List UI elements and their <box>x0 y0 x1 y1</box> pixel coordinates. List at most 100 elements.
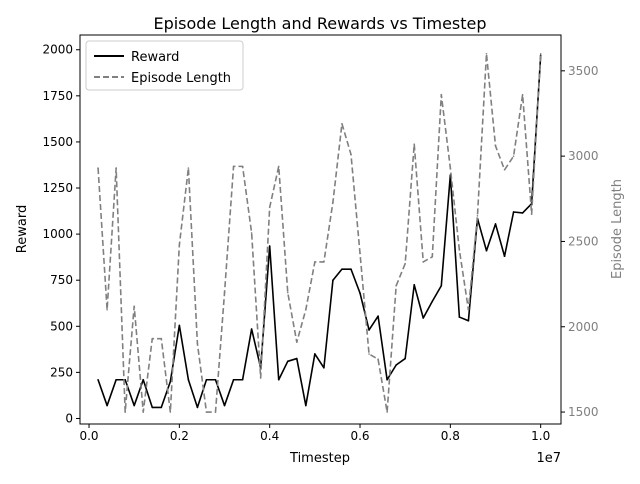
legend-label-episode-length: Episode Length <box>131 71 231 86</box>
data-point-reward <box>494 223 497 225</box>
data-point-reward <box>314 353 316 355</box>
data-point-episode-length <box>277 165 280 168</box>
data-point-reward <box>368 329 370 331</box>
data-point-reward <box>268 245 271 247</box>
data-point-reward <box>485 249 488 252</box>
data-point-episode-length <box>485 52 488 55</box>
data-point-episode-length <box>187 167 190 169</box>
y-left-tick-label: 750 <box>50 273 73 287</box>
data-point-episode-length <box>377 358 379 360</box>
data-point-episode-length <box>512 155 515 157</box>
x-tick-label: 0.8 <box>441 429 460 443</box>
data-point-episode-length <box>467 308 470 311</box>
data-point-episode-length <box>295 341 298 343</box>
data-point-episode-length <box>359 252 361 255</box>
data-point-episode-length <box>521 93 524 96</box>
y-axis-right-label: Episode Length <box>610 179 625 279</box>
x-axis-label: Timestep <box>289 451 350 466</box>
data-point-episode-length <box>151 337 154 340</box>
data-point-episode-length <box>268 206 271 209</box>
data-point-episode-length <box>250 232 253 234</box>
y-right-tick-label: 2000 <box>568 320 599 334</box>
data-point-episode-length <box>169 411 172 413</box>
x-tick-label: 0.4 <box>260 429 279 443</box>
y-right-tick-label: 3500 <box>568 64 599 78</box>
data-point-reward <box>160 406 163 409</box>
legend: Reward Episode Length <box>85 40 244 91</box>
data-point-episode-length <box>124 411 126 413</box>
y-right-tick-label: 2500 <box>568 234 599 248</box>
y-left-tick-label: 1500 <box>42 135 73 149</box>
data-point-reward <box>142 378 145 381</box>
plot-frame <box>79 34 562 425</box>
data-point-episode-length <box>205 411 208 413</box>
data-point-reward <box>422 317 425 319</box>
x-tick-label: 0.6 <box>350 429 369 443</box>
data-point-episode-length <box>422 261 425 263</box>
data-point-episode-length <box>305 308 307 311</box>
y-left-tick-label: 2000 <box>42 43 73 57</box>
data-point-reward <box>106 404 108 407</box>
y-left-tick-label: 0 <box>65 411 73 425</box>
data-point-reward <box>350 268 352 270</box>
data-point-episode-length <box>332 201 334 203</box>
data-point-episode-length <box>449 167 452 169</box>
y-right-tick-label: 1500 <box>568 405 599 419</box>
data-point-reward <box>386 378 388 381</box>
data-point-episode-length <box>404 262 406 265</box>
data-point-reward <box>431 300 434 303</box>
data-point-reward <box>250 328 253 330</box>
data-point-reward <box>305 404 307 407</box>
data-point-reward <box>232 378 235 381</box>
data-point-reward <box>323 366 325 369</box>
data-point-reward <box>115 378 117 381</box>
data-point-reward <box>277 378 280 381</box>
data-point-reward <box>467 319 470 322</box>
data-point-episode-length <box>97 167 99 169</box>
data-point-episode-length <box>476 215 479 217</box>
x-axis-offset-label: 1e7 <box>536 451 561 466</box>
chart-title: Episode Length and Rewards vs Timestep <box>153 14 486 33</box>
data-point-reward <box>395 364 397 366</box>
y-left-tick-label: 250 <box>50 365 73 379</box>
data-point-episode-length <box>223 291 226 294</box>
data-point-reward <box>503 255 506 258</box>
y-axis-left-label: Reward <box>15 205 30 253</box>
data-point-reward <box>97 378 99 381</box>
plot-area <box>97 52 542 413</box>
y-axis-left: 0 250 500 750 1000 1250 1500 1750 2000 <box>42 43 80 425</box>
data-point-reward <box>178 324 181 327</box>
data-point-episode-length <box>160 337 163 340</box>
data-point-episode-length <box>395 285 397 287</box>
data-point-episode-length <box>133 305 135 308</box>
data-point-reward <box>241 378 244 381</box>
data-point-episode-length <box>178 244 181 246</box>
data-point-reward <box>133 404 135 407</box>
data-point-episode-length <box>323 261 325 263</box>
data-point-episode-length <box>341 122 343 125</box>
data-point-reward <box>169 380 172 383</box>
data-point-reward <box>196 406 199 409</box>
data-point-reward <box>404 357 406 360</box>
y-left-tick-label: 1250 <box>42 181 73 195</box>
y-left-tick-label: 1750 <box>42 89 73 103</box>
x-tick-label: 0.2 <box>170 429 189 443</box>
data-point-reward <box>341 268 343 270</box>
data-point-reward <box>440 284 443 287</box>
legend-box <box>85 40 244 91</box>
series-line-episode-length <box>97 52 542 413</box>
data-point-reward <box>359 292 361 294</box>
data-point-episode-length <box>530 213 533 215</box>
y-axis-right: 1500 2000 2500 3000 3500 <box>561 64 599 419</box>
data-point-reward <box>214 378 217 381</box>
data-point-episode-length <box>458 249 461 251</box>
data-point-reward <box>332 279 334 282</box>
data-point-reward <box>223 404 226 407</box>
data-point-reward <box>205 378 208 381</box>
data-point-episode-length <box>115 167 117 169</box>
data-point-episode-length <box>142 411 145 413</box>
data-point-reward <box>286 360 289 363</box>
data-point-reward <box>295 357 298 360</box>
data-point-episode-length <box>503 168 506 171</box>
